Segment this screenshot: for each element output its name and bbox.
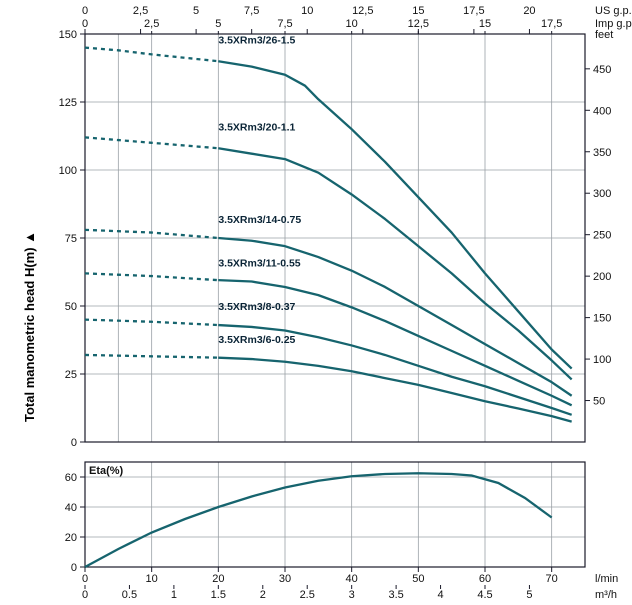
top2-unit-label: Imp g.p.m [595, 18, 632, 30]
y-tick: 100 [59, 165, 77, 177]
y2-tick: 350 [593, 147, 611, 159]
top2-tick: 15 [479, 18, 491, 30]
eta-x2-tick: 3 [349, 589, 355, 601]
y2-tick: 250 [593, 230, 611, 242]
pump-chart-stage: Total manometric head H(m) ▲ 02550751001… [0, 0, 632, 605]
top1-tick: 2,5 [133, 5, 148, 17]
curve-label: 3.5XRm3/6-0.25 [218, 334, 295, 346]
eta-x2-tick: 3.5 [388, 589, 403, 601]
eta-x1-tick: 60 [479, 573, 491, 585]
eta-label: Eta(%) [89, 465, 124, 477]
top2-tick: 7,5 [277, 18, 292, 30]
main-chart: 0255075100125150501001502002503003504004… [59, 5, 632, 449]
curve-dash [85, 355, 218, 358]
top1-tick: 10 [301, 5, 313, 17]
y2-tick: 50 [593, 396, 605, 408]
eta-x2-tick: 0 [82, 589, 88, 601]
y2-tick: 400 [593, 105, 611, 117]
top1-tick: 17,5 [463, 5, 484, 17]
eta-x2-tick: 2 [260, 589, 266, 601]
eta-chart: 0 20 40 60 0 10 20 30 40 50 60 70 l/min 0 0.5 1 1.5 2 2.5 3… [65, 462, 618, 601]
y2-tick: 200 [593, 271, 611, 283]
eta-x1-unit: l/min [595, 573, 618, 585]
top2-tick: 12,5 [408, 18, 429, 30]
eta-x1-tick: 70 [546, 573, 558, 585]
eta-x2-tick: 4.5 [477, 589, 492, 601]
eta-x1-tick: 10 [146, 573, 158, 585]
curve-label: 3.5XRm3/8-0.37 [218, 301, 295, 313]
curve-label: 3.5XRm3/26-1.5 [218, 35, 295, 47]
eta-x1-tick: 50 [412, 573, 424, 585]
curve-label: 3.5XRm3/14-0.75 [218, 214, 301, 226]
top1-tick: 15 [412, 5, 424, 17]
y2-tick: 300 [593, 188, 611, 200]
eta-x2-tick: 5 [526, 589, 532, 601]
y-tick: 150 [59, 29, 77, 41]
eta-x2-tick: 1.5 [211, 589, 226, 601]
eta-y-tick: 60 [65, 472, 77, 484]
eta-y-tick: 40 [65, 502, 77, 514]
curve-label: 3.5XRm3/20-1.1 [218, 122, 295, 134]
eta-x1-tick: 40 [346, 573, 358, 585]
top1-tick: 0 [82, 5, 88, 17]
eta-x1-tick: 30 [279, 573, 291, 585]
top1-tick: 7,5 [244, 5, 259, 17]
curve-solid [218, 358, 571, 422]
eta-x2-tick: 2.5 [300, 589, 315, 601]
eta-x2-tick: 0.5 [122, 589, 137, 601]
y-tick: 125 [59, 97, 77, 109]
top1-tick: 20 [523, 5, 535, 17]
top1-unit-label: US g.p.m [595, 5, 632, 17]
top2-tick: 5 [215, 18, 221, 30]
eta-x2-unit: m³/h [595, 589, 617, 601]
y-tick: 75 [65, 233, 77, 245]
eta-x2-tick: 1 [171, 589, 177, 601]
y-tick: 50 [65, 301, 77, 313]
y-tick: 0 [71, 437, 77, 449]
eta-y-tick: 20 [65, 532, 77, 544]
y2-unit-label: feet [595, 29, 613, 41]
eta-x1-tick: 20 [212, 573, 224, 585]
top2-tick: 0 [82, 18, 88, 30]
top2-tick: 10 [346, 18, 358, 30]
curve-label: 3.5XRm3/11-0.55 [218, 258, 300, 270]
top2-tick: 17,5 [541, 18, 562, 30]
y2-tick: 450 [593, 64, 611, 76]
y2-tick: 100 [593, 354, 611, 366]
y-tick: 25 [65, 369, 77, 381]
eta-x1-tick: 0 [82, 573, 88, 585]
top2-tick: 2,5 [144, 18, 159, 30]
eta-y-tick: 0 [71, 562, 77, 574]
top1-tick: 12,5 [352, 5, 373, 17]
eta-x2-tick: 4 [437, 589, 443, 601]
eta-curve [85, 473, 552, 567]
y2-tick: 150 [593, 313, 611, 325]
top1-tick: 5 [193, 5, 199, 17]
